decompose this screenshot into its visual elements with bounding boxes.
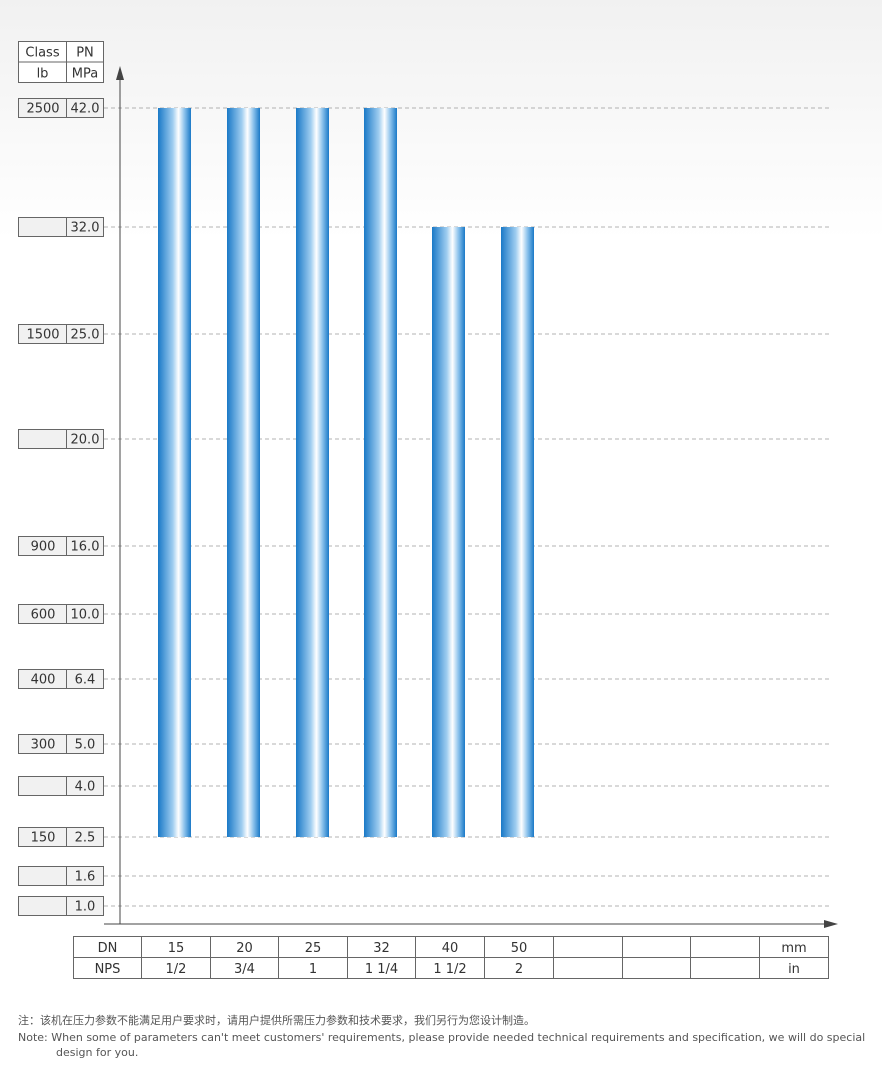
nps-header: NPS (95, 962, 121, 977)
nps-value: 2 (515, 962, 523, 977)
dn-value: 50 (511, 941, 528, 956)
class-header: Class (25, 46, 59, 61)
pn-cell (66, 429, 104, 449)
bar-dn-32 (364, 108, 397, 837)
dn-header: DN (98, 941, 118, 956)
pn-cell (66, 217, 104, 237)
pn-label: 42.0 (71, 102, 100, 117)
pn-cell (66, 827, 104, 847)
x-axis-arrow (824, 920, 838, 928)
dn-value: 20 (236, 941, 253, 956)
pn-label: 16.0 (71, 540, 100, 555)
pn-label: 5.0 (75, 738, 96, 753)
nps-value: 1 1/4 (365, 962, 398, 977)
bar-dn-25 (296, 108, 329, 837)
class-label: 1500 (26, 328, 59, 343)
bar-dn-15 (158, 108, 191, 837)
pn-cell (66, 324, 104, 344)
pn-label: 2.5 (75, 831, 96, 846)
class-label: 900 (31, 540, 56, 555)
pn-cell (66, 866, 104, 886)
pn-cell (66, 604, 104, 624)
nps-value: 1 1/2 (433, 962, 466, 977)
class-label: 400 (31, 673, 56, 688)
note-chinese: 注：该机在压力参数不能满足用户要求时，请用户提供所需压力参数和技术要求，我们另行… (18, 1014, 535, 1027)
pn-label: 1.6 (75, 870, 96, 885)
pn-label: 1.0 (75, 900, 96, 915)
dn-value: 40 (442, 941, 459, 956)
lb-header: lb (37, 67, 49, 82)
class-label: 150 (31, 831, 56, 846)
pn-label: 6.4 (75, 673, 96, 688)
class-cell (18, 866, 67, 886)
dn-value: 32 (373, 941, 390, 956)
pn-label: 25.0 (71, 328, 100, 343)
pn-header: PN (76, 46, 94, 61)
pn-cell (66, 669, 104, 689)
pn-cell (66, 734, 104, 754)
class-label: 300 (31, 738, 56, 753)
mm-unit: mm (781, 941, 806, 956)
bar-dn-40 (432, 227, 465, 837)
class-cell (18, 217, 67, 237)
pn-cell (66, 896, 104, 916)
dn-value: 25 (305, 941, 322, 956)
class-cell (18, 429, 67, 449)
pn-label: 20.0 (71, 433, 100, 448)
bar-dn-50 (501, 227, 534, 837)
in-unit: in (788, 962, 800, 977)
nps-value: 3/4 (234, 962, 255, 977)
pn-label: 10.0 (71, 608, 100, 623)
bar-dn-20 (227, 108, 260, 837)
dn-value: 15 (168, 941, 185, 956)
class-label: 2500 (26, 102, 59, 117)
nps-value: 1/2 (166, 962, 187, 977)
mpa-header: MPa (72, 67, 98, 82)
class-cell (18, 896, 67, 916)
pn-label: 4.0 (75, 780, 96, 795)
nps-value: 1 (309, 962, 317, 977)
class-label: 600 (31, 608, 56, 623)
note-english: Note: When some of parameters can't meet… (18, 1031, 866, 1059)
pn-cell (66, 776, 104, 796)
pn-cell (66, 98, 104, 118)
class-cell (18, 776, 67, 796)
pn-label: 32.0 (71, 221, 100, 236)
y-axis-arrow (116, 66, 124, 80)
pn-cell (66, 536, 104, 556)
